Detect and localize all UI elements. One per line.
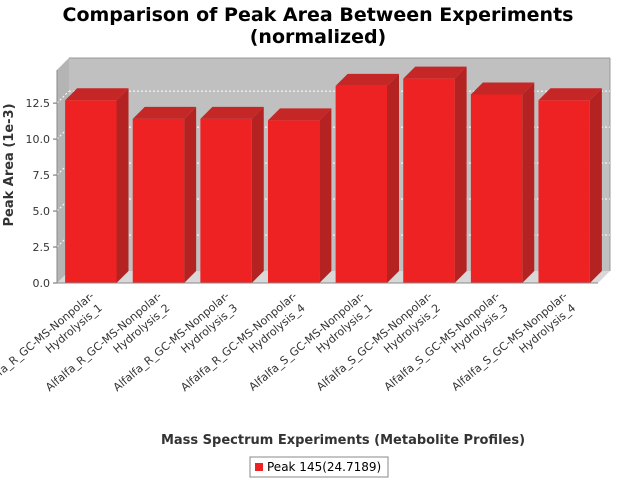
- bar-top: [65, 88, 129, 101]
- bar-side: [589, 88, 602, 283]
- gridline-side: [56, 90, 70, 104]
- bar-top: [470, 82, 535, 95]
- bar-front: [403, 78, 455, 283]
- gridline-side: [56, 234, 70, 248]
- chart-title-line1: Comparison of Peak Area Between Experime…: [63, 4, 574, 26]
- gridline-side: [56, 198, 70, 212]
- bar-4: [267, 108, 332, 284]
- y-tick-label: 10.0: [26, 133, 51, 146]
- bar-side: [184, 106, 197, 283]
- gridlines: [56, 90, 610, 248]
- y-tick-label: 5.0: [33, 205, 51, 218]
- bar-5: [335, 73, 400, 283]
- bar-6: [403, 66, 467, 283]
- chart-title-line2: (normalized): [250, 26, 387, 48]
- gridline-side: [56, 162, 70, 176]
- legend-label: Peak 145(24.7189): [267, 460, 381, 474]
- bar-front: [538, 100, 590, 283]
- bar-front: [200, 118, 252, 283]
- y-tick-label: 2.5: [33, 241, 51, 254]
- legend-box: [249, 456, 389, 478]
- bar-2: [132, 106, 197, 283]
- bar-side: [522, 82, 535, 283]
- bar-1: [65, 88, 129, 283]
- bar-front: [132, 118, 185, 283]
- x-axis-title: Mass Spectrum Experiments (Metabolite Pr…: [161, 433, 525, 448]
- bar-side: [116, 88, 129, 283]
- y-axis: 0.0 2.5 5.0 7.5 10.0 12.5: [26, 70, 58, 290]
- bar-top: [335, 73, 400, 86]
- y-tick-label: 12.5: [26, 97, 51, 110]
- bar-side: [251, 106, 264, 283]
- bar-top: [267, 108, 332, 121]
- bar-top: [538, 88, 602, 101]
- bar-front: [335, 85, 388, 283]
- bar-top: [132, 106, 197, 119]
- bar-7: [470, 82, 535, 283]
- gridline-side: [56, 126, 70, 140]
- legend: Peak 145(24.7189): [249, 456, 389, 478]
- bar-front: [267, 120, 320, 284]
- y-axis-title: Peak Area (1e-3): [2, 103, 17, 226]
- bar-side: [387, 73, 400, 283]
- x-axis: Alfalfa_R_GC-MS-Nonpolar-Hydrolysis_1Alf…: [0, 282, 598, 394]
- y-tick-label: 0.0: [33, 277, 51, 290]
- bar-side: [319, 108, 332, 284]
- bar-top: [403, 66, 467, 79]
- bar-3: [200, 106, 264, 283]
- bar-front: [65, 100, 117, 283]
- bar-8: [538, 88, 602, 283]
- bar-front: [470, 94, 523, 283]
- bar-side: [454, 66, 467, 283]
- legend-swatch: [255, 463, 263, 471]
- bars-group: [65, 66, 602, 284]
- bar-top: [200, 106, 264, 119]
- y-tick-label: 7.5: [33, 169, 51, 182]
